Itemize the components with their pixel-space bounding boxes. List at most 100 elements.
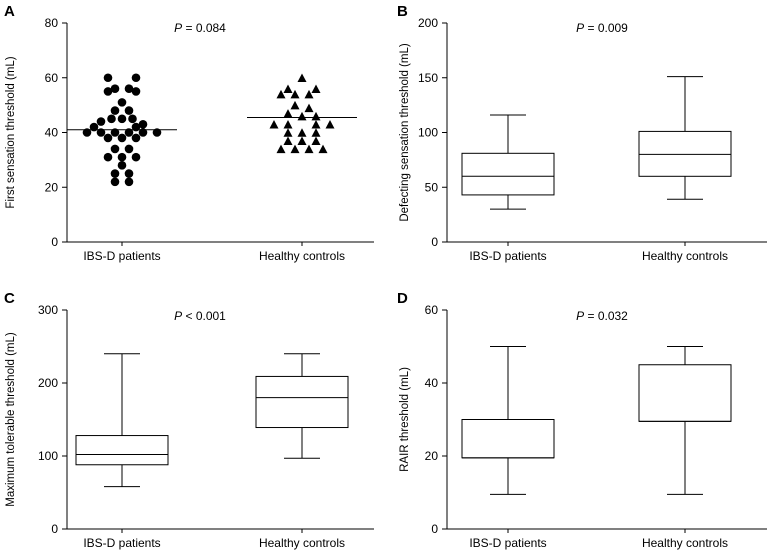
y-tick-label: 100 — [38, 449, 58, 463]
panel-a: A 0 20 40 60 80 IBS-D patients Healthy controls… — [4, 3, 374, 263]
data-point — [311, 128, 321, 137]
box-ibs-d — [461, 346, 555, 495]
data-point — [297, 128, 307, 137]
x-category-label: Healthy controls — [642, 536, 728, 550]
data-point — [304, 103, 314, 113]
data-point — [124, 128, 134, 137]
y-tick-label: 50 — [425, 180, 439, 194]
p-symbol: P — [174, 21, 182, 35]
y-tick-label: 100 — [418, 126, 438, 140]
data-point — [117, 152, 127, 162]
y-tick-label: 0 — [51, 235, 58, 249]
data-point — [311, 120, 321, 129]
data-point — [124, 144, 134, 154]
panel-letter: D — [397, 290, 408, 307]
data-point — [131, 73, 141, 83]
data-point — [124, 84, 134, 93]
data-point — [110, 169, 120, 178]
data-point — [110, 177, 120, 187]
data-point — [110, 84, 120, 93]
data-point — [290, 144, 300, 154]
panel-letter: A — [4, 3, 15, 20]
iqr-box — [75, 435, 169, 466]
y-axis-title: Defecting sensation threshold (mL) — [399, 43, 411, 222]
data-point — [117, 114, 127, 124]
y-tick-label: 80 — [45, 16, 59, 30]
data-point — [103, 87, 113, 96]
data-point — [311, 84, 321, 93]
data-point — [297, 111, 307, 121]
data-point — [311, 111, 321, 121]
y-tick-label: 40 — [425, 376, 439, 390]
data-point — [110, 128, 120, 137]
p-value-label: P = 0.009 — [576, 21, 628, 35]
p-value-label: P = 0.084 — [174, 21, 226, 35]
data-point — [103, 73, 113, 83]
data-point — [110, 106, 120, 115]
y-tick-label: 20 — [45, 180, 59, 194]
data-point — [269, 120, 279, 129]
box-healthy-controls — [638, 76, 732, 200]
x-category-label: IBS-D patients — [469, 536, 546, 550]
data-point — [138, 119, 148, 129]
x-category-label: IBS-D patients — [83, 536, 160, 550]
p-value-text: < 0.001 — [182, 309, 226, 323]
data-point — [297, 73, 307, 82]
data-point — [152, 128, 162, 137]
p-symbol: P — [576, 309, 584, 323]
panel-b: B 0 50 100 150 200 IBS-D patients Healthy contr… — [397, 3, 767, 263]
data-point — [117, 133, 127, 143]
data-point — [103, 152, 113, 162]
data-point — [117, 98, 127, 107]
y-tick-label: 60 — [425, 303, 439, 317]
y-tick-label: 0 — [51, 522, 58, 536]
panel-c: C 0 100 200 300 IBS-D patients Healthy control… — [4, 290, 374, 550]
y-tick-label: 60 — [45, 71, 59, 85]
y-tick-label: 200 — [38, 376, 58, 390]
data-point — [110, 144, 120, 154]
data-point — [304, 144, 314, 154]
data-point — [131, 152, 141, 162]
series-healthy-controls — [247, 73, 357, 154]
data-point — [124, 106, 134, 115]
y-tick-label: 150 — [418, 71, 438, 85]
y-axis-title: First sensation threshold (mL) — [5, 56, 17, 208]
data-point — [131, 87, 141, 96]
box-ibs-d — [461, 114, 555, 210]
p-value-label: P < 0.001 — [174, 309, 226, 323]
panel-letter: B — [397, 3, 408, 20]
data-point — [138, 128, 148, 137]
data-point — [96, 128, 106, 137]
y-tick-label: 20 — [425, 449, 439, 463]
data-point — [311, 136, 321, 145]
data-point — [128, 114, 137, 124]
x-category-label: IBS-D patients — [83, 249, 160, 263]
data-point — [283, 136, 293, 145]
series-ibs-d — [67, 73, 177, 187]
p-value-text: = 0.084 — [182, 21, 226, 35]
data-point — [131, 122, 141, 132]
data-point — [283, 109, 293, 118]
p-value-text: = 0.032 — [584, 309, 628, 323]
box-healthy-controls — [255, 353, 349, 459]
data-point — [283, 128, 293, 137]
data-point — [82, 128, 92, 137]
data-point — [89, 122, 99, 132]
panel-d: D 0 20 40 60 IBS-D patients Healthy controls RA… — [397, 290, 767, 550]
y-tick-label: 40 — [45, 126, 59, 140]
data-point — [276, 144, 286, 154]
p-symbol: P — [576, 21, 584, 35]
y-tick-label: 300 — [38, 303, 58, 317]
data-point — [276, 89, 286, 99]
iqr-box — [638, 130, 732, 177]
y-axis-title: RAIR threshold (mL) — [399, 367, 411, 472]
data-point — [325, 120, 335, 129]
y-tick-label: 200 — [418, 16, 438, 30]
data-point — [297, 136, 307, 145]
y-tick-label: 0 — [431, 235, 438, 249]
data-point — [124, 177, 134, 187]
data-point — [103, 133, 113, 143]
x-category-label: Healthy controls — [259, 249, 345, 263]
data-point — [283, 120, 293, 129]
